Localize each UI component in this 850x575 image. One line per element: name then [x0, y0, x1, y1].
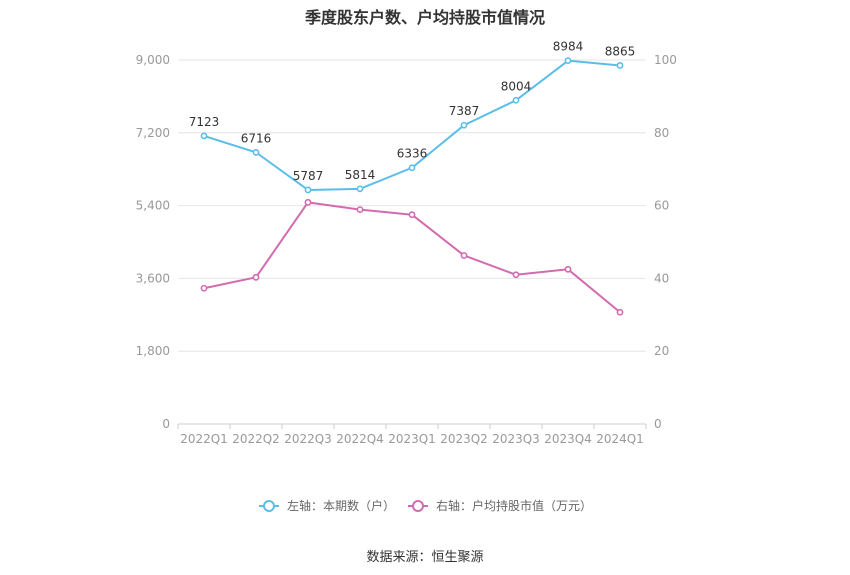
data-point-2	[616, 308, 624, 316]
data-point-1	[616, 62, 624, 69]
right-axis-tick-label: 100	[654, 53, 677, 67]
data-point-1	[304, 186, 312, 194]
data-point-1	[356, 185, 364, 193]
right-axis-tick-label: 60	[654, 199, 669, 213]
data-point-1	[408, 164, 416, 172]
data-point-2	[304, 198, 312, 206]
x-axis-tick-label: 2022Q3	[284, 432, 332, 446]
data-point-2	[512, 271, 520, 279]
x-axis-tick-label: 2022Q2	[232, 432, 280, 446]
right-axis-tick-label: 20	[654, 344, 669, 358]
series-line-2	[203, 201, 621, 314]
x-axis-tick-label: 2022Q4	[336, 432, 384, 446]
x-axis-tick-label: 2024Q1	[596, 432, 644, 446]
data-label: 5814	[345, 168, 376, 182]
left-axis-tick-label: 7,200	[136, 126, 170, 140]
data-point-2	[200, 284, 208, 292]
data-point-1	[564, 57, 572, 65]
left-axis-tick-label: 9,000	[136, 53, 170, 67]
legend-label: 右轴：户均持股市值（万元）	[436, 498, 592, 513]
x-axis-tick-label: 2022Q1	[180, 432, 228, 446]
data-label: 7123	[189, 115, 220, 129]
left-axis-tick-label: 3,600	[136, 271, 170, 285]
chart-title: 季度股东户数、户均持股市值情况	[304, 8, 545, 27]
right-axis-tick-label: 80	[654, 126, 669, 140]
data-label: 8865	[605, 44, 636, 58]
x-axis-tick-label: 2023Q2	[440, 432, 488, 446]
left-axis-tick-label: 0	[162, 417, 170, 431]
x-axis-tick-label: 2023Q1	[388, 432, 436, 446]
legend-marker-1	[263, 500, 275, 512]
data-point-1	[252, 148, 260, 156]
data-label: 6336	[397, 147, 428, 161]
data-point-2	[252, 273, 260, 281]
x-axis-tick-label: 2023Q3	[492, 432, 540, 446]
left-axis-tick-label: 5,400	[136, 199, 170, 213]
data-point-2	[564, 265, 572, 273]
x-axis-tick-label: 2023Q4	[544, 432, 592, 446]
legend-marker-2	[412, 500, 424, 512]
data-label: 8984	[553, 40, 584, 54]
data-label: 6716	[241, 131, 272, 145]
data-point-2	[460, 252, 468, 259]
data-point-1	[200, 132, 208, 140]
left-axis-tick-label: 1,800	[136, 344, 170, 358]
data-point-2	[356, 206, 364, 214]
data-point-2	[408, 211, 416, 219]
data-label: 5787	[293, 169, 324, 183]
right-axis-tick-label: 40	[654, 271, 669, 285]
data-label: 8004	[501, 79, 532, 93]
data-point-1	[460, 121, 468, 129]
right-axis-tick-label: 0	[654, 417, 662, 431]
data-source: 数据来源：恒生聚源	[366, 550, 484, 565]
legend-label: 左轴：本期数（户）	[287, 498, 395, 513]
data-point-1	[512, 96, 520, 104]
data-label: 7387	[449, 104, 480, 118]
